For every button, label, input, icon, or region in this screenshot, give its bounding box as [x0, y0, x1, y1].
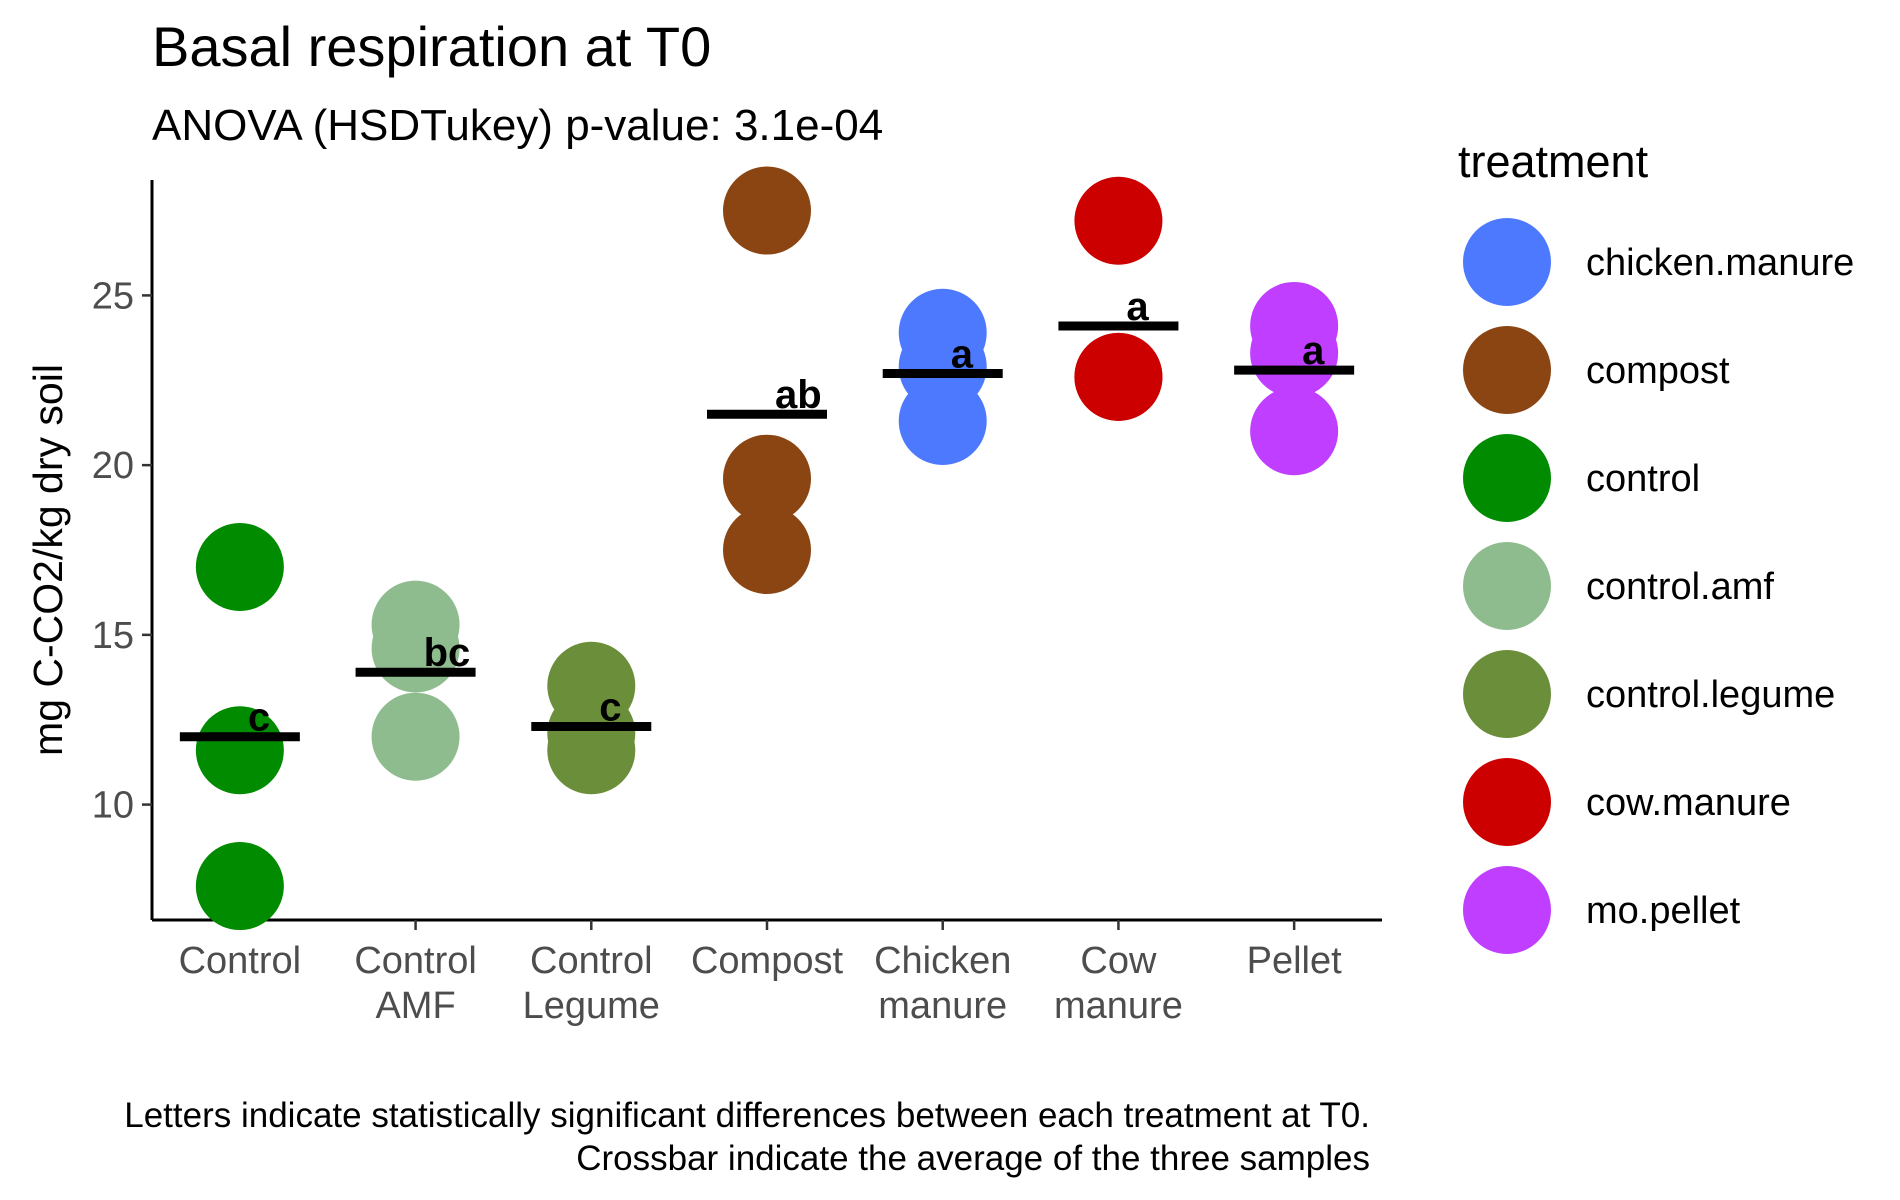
data-point	[1250, 309, 1339, 398]
caption-line-2: Crossbar indicate the average of the thr…	[576, 1139, 1370, 1178]
data-point	[898, 377, 987, 466]
legend-label: chicken.manure	[1586, 242, 1854, 284]
legend-label: mo.pellet	[1586, 890, 1741, 932]
x-tick-label: Control	[354, 940, 477, 982]
data-point	[723, 434, 811, 523]
legend-key	[1463, 758, 1551, 846]
data-point	[547, 706, 636, 795]
x-tick-label: AMF	[375, 985, 455, 1027]
x-tick-label: Legume	[523, 985, 660, 1027]
significance-letter: a	[951, 332, 974, 376]
y-tick-label: 25	[92, 275, 134, 317]
legend-key	[1463, 542, 1551, 630]
significance-letter: c	[599, 686, 621, 730]
y-tick-label: 10	[92, 785, 134, 827]
data-point	[195, 842, 284, 931]
legend-label: control.amf	[1586, 566, 1774, 608]
legend-key	[1463, 434, 1551, 522]
data-point	[723, 506, 811, 594]
data-point	[1074, 332, 1163, 421]
data-point	[195, 706, 284, 795]
legend-label: compost	[1586, 350, 1730, 392]
legend-key	[1463, 326, 1551, 414]
legend-key	[1463, 650, 1551, 738]
chart-subtitle: ANOVA (HSDTukey) p-value: 3.1e-04	[152, 101, 883, 150]
legend: chicken.manure compost control control.amf c…	[1463, 218, 1854, 954]
legend-label: control.legume	[1586, 674, 1835, 716]
x-tick-label: Control	[179, 940, 302, 982]
legend-key	[1463, 218, 1551, 306]
significance-letter: a	[1126, 285, 1149, 329]
legend-label: cow.manure	[1586, 782, 1791, 824]
y-tick-label: 15	[92, 615, 134, 657]
data-point	[723, 166, 811, 255]
x-tick-label: Cow	[1080, 940, 1157, 982]
x-tick-label: Chicken	[874, 940, 1011, 982]
y-tick-label: 20	[92, 445, 134, 487]
data-point	[371, 692, 460, 781]
x-tick-label: manure	[878, 985, 1007, 1027]
data-point	[1250, 387, 1339, 476]
x-tick-label: Pellet	[1247, 940, 1342, 982]
legend-label: control	[1586, 458, 1700, 500]
data-point	[195, 522, 284, 611]
legend-title: treatment	[1458, 136, 1649, 187]
plot-area: 10152025ControlcControlAMFbcControlLegum…	[92, 166, 1382, 1027]
x-tick-label: Compost	[691, 940, 843, 982]
caption-line-1: Letters indicate statistically significa…	[124, 1096, 1370, 1135]
chart-title: Basal respiration at T0	[152, 15, 711, 78]
significance-letter: bc	[424, 631, 471, 675]
significance-letter: ab	[775, 373, 822, 417]
legend-key	[1463, 866, 1551, 954]
data-point	[1074, 176, 1163, 265]
significance-letter: c	[248, 696, 270, 740]
significance-letter: a	[1302, 329, 1325, 373]
x-tick-label: manure	[1054, 985, 1183, 1027]
y-axis-title: mg C-CO2/kg dry soil	[25, 364, 71, 756]
x-tick-label: Control	[530, 940, 653, 982]
